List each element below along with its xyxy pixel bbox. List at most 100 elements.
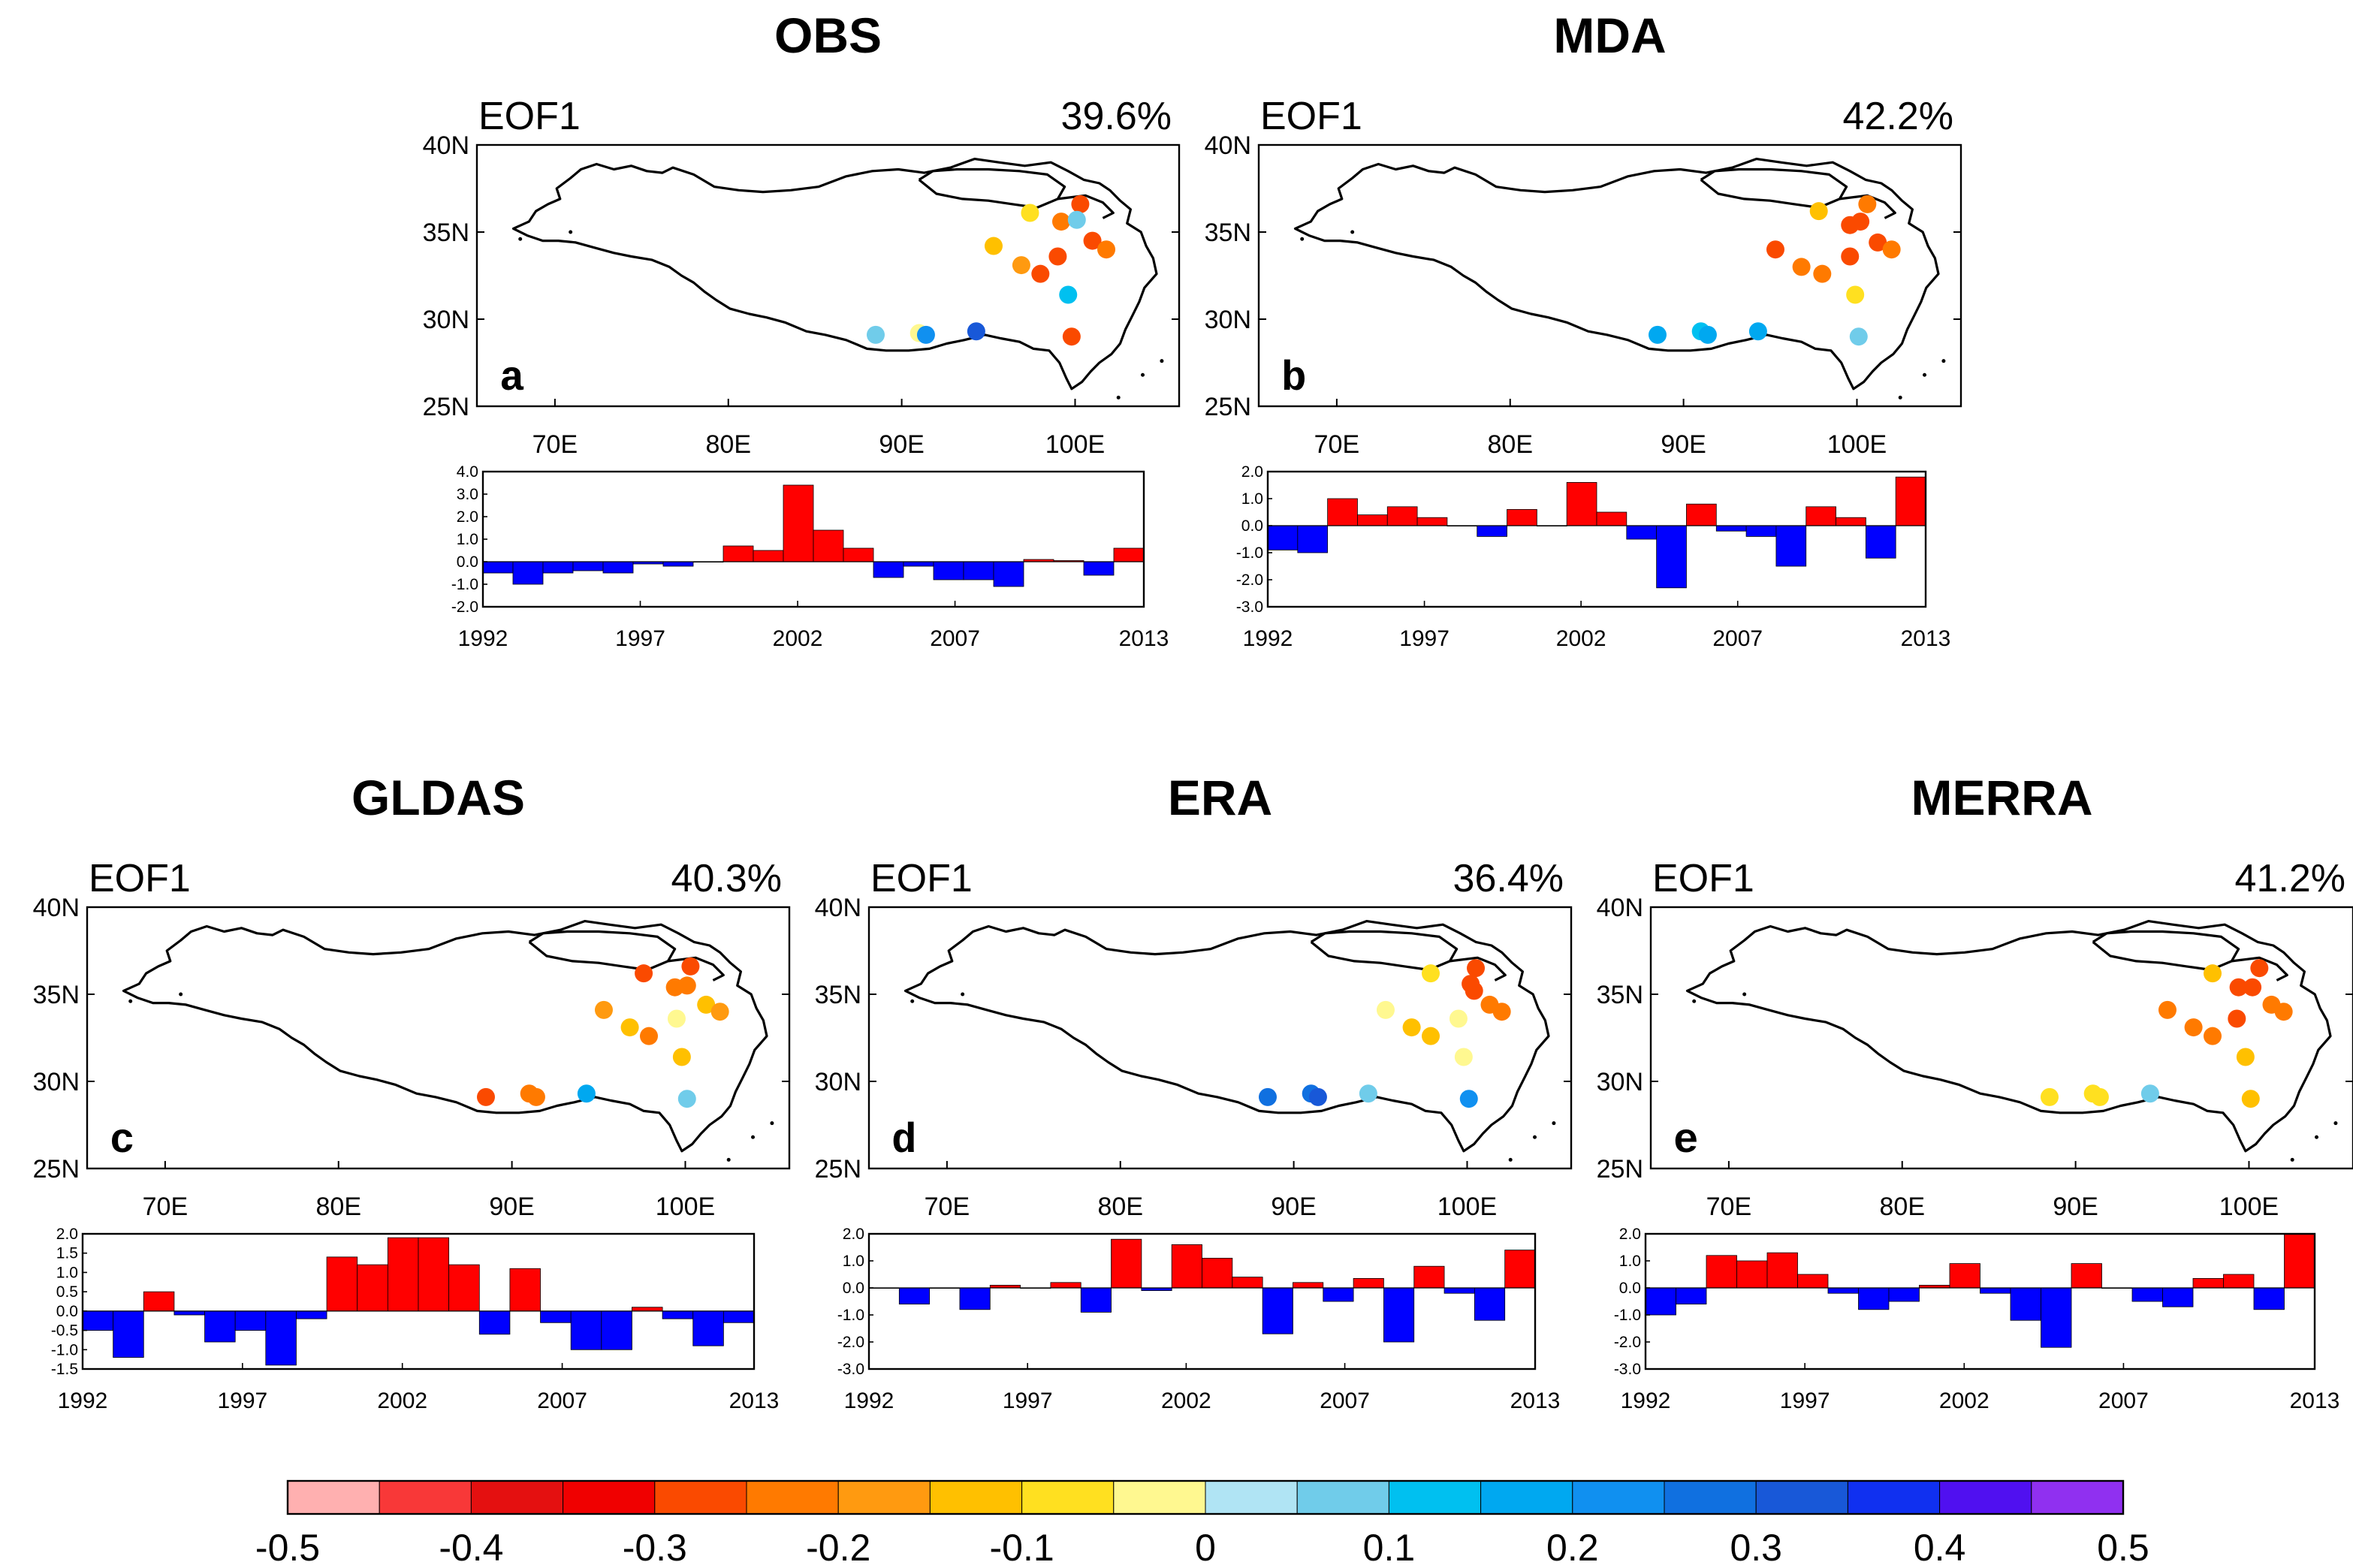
station-marker xyxy=(710,1003,729,1021)
panel-e: MERRA EOF1 41.2% 40N 35N 30N 25N 70E 80E 90E 100E e… xyxy=(1597,770,2353,1413)
station-marker xyxy=(2090,1087,2109,1106)
bar-2013 xyxy=(2284,1233,2315,1289)
bar-2005 xyxy=(873,561,904,578)
ts-ytick-label: 1.0 xyxy=(1241,490,1263,508)
bar-2004 xyxy=(448,1264,480,1312)
panel-title: MDA xyxy=(1553,8,1666,63)
plateau-boundary xyxy=(1293,158,1940,390)
bar-2002 xyxy=(387,1237,419,1312)
station-marker xyxy=(866,325,885,344)
coast-dot xyxy=(910,999,915,1003)
colorbar-label: 0 xyxy=(1195,1527,1216,1568)
colorbar-swatch xyxy=(837,1480,931,1515)
station-marker xyxy=(594,1000,613,1019)
station-marker xyxy=(1359,1084,1377,1103)
bar-1995 xyxy=(959,1287,991,1310)
ts-xtick-label: 1997 xyxy=(615,626,665,651)
ts-ytick-label: -2.0 xyxy=(1236,571,1263,589)
bar-2005 xyxy=(1656,525,1687,589)
plateau-boundary xyxy=(511,158,1158,390)
station-marker xyxy=(2140,1084,2159,1103)
bar-2002 xyxy=(1566,481,1597,526)
station-marker xyxy=(2184,1018,2203,1037)
bar-1999 xyxy=(1858,1287,1890,1310)
colorbar-label: 0.4 xyxy=(1914,1527,1966,1568)
coast-dot xyxy=(770,1121,774,1126)
ts-xtick-label: 2007 xyxy=(1320,1389,1370,1413)
ts-xtick-label: 2013 xyxy=(2290,1389,2340,1413)
station-marker xyxy=(1459,1090,1478,1108)
colorbar-swatch xyxy=(746,1480,839,1515)
lat-tick-label: 30N xyxy=(33,1068,80,1096)
station-marker xyxy=(1422,964,1440,983)
ts-ytick-label: 2.0 xyxy=(1241,463,1263,481)
station-marker xyxy=(1846,285,1865,304)
lon-tick-label: 70E xyxy=(1314,430,1360,459)
station-marker xyxy=(1858,194,1877,213)
bar-1998 xyxy=(1050,1282,1081,1289)
ts-ytick-label: 0.0 xyxy=(1241,517,1263,535)
bar-2003 xyxy=(1596,511,1627,526)
bar-1997 xyxy=(1416,517,1448,526)
station-marker xyxy=(1376,1000,1395,1019)
bar-1993 xyxy=(512,561,544,585)
station-marker xyxy=(1869,233,1887,252)
ts-ytick-label: 1.0 xyxy=(457,531,478,548)
colorbar-label: -0.3 xyxy=(623,1527,687,1568)
bar-2013 xyxy=(1504,1250,1536,1289)
northeast-boundary xyxy=(1839,194,1896,219)
lon-tick-label: 90E xyxy=(879,430,925,459)
panel-a: OBS EOF1 39.6% 40N 35N 30N 25N 70E 80E 90E 100E a 4.… xyxy=(423,8,1181,651)
bar-1998 xyxy=(265,1310,297,1366)
bar-1992 xyxy=(82,1310,114,1331)
ts-xtick-label: 2007 xyxy=(537,1389,587,1413)
station-marker xyxy=(677,1090,696,1108)
lat-tick-label: 35N xyxy=(1205,219,1251,247)
ts-xtick-label: 1997 xyxy=(1780,1389,1830,1413)
colorbar-swatch xyxy=(1939,1480,2032,1515)
ts-xtick-label: 2013 xyxy=(1901,626,1951,651)
ts-ytick-label: 1.5 xyxy=(56,1245,78,1262)
bar-2005 xyxy=(1262,1287,1293,1334)
bar-2004 xyxy=(2010,1287,2041,1321)
bar-2011 xyxy=(1443,1287,1475,1294)
lon-tick-label: 80E xyxy=(1488,430,1534,459)
coast-dot xyxy=(751,1135,756,1139)
bar-1996 xyxy=(204,1310,236,1343)
ts-ytick-label: -2.0 xyxy=(1614,1334,1641,1351)
ts-ytick-label: -1.0 xyxy=(51,1341,78,1358)
bar-2006 xyxy=(1686,503,1717,526)
ts-ytick-label: -3.0 xyxy=(1614,1361,1641,1378)
bar-2001 xyxy=(357,1264,388,1312)
panel-title: ERA xyxy=(1168,770,1272,825)
station-marker xyxy=(1465,982,1483,1000)
station-marker xyxy=(1059,285,1078,304)
colorbar-label: 0.3 xyxy=(1730,1527,1782,1568)
ts-xtick-label: 2007 xyxy=(2098,1389,2149,1413)
ts-ytick-label: 1.0 xyxy=(843,1253,864,1270)
bar-2010 xyxy=(632,1307,663,1312)
bar-2004 xyxy=(843,547,874,562)
coast-dot xyxy=(569,230,573,234)
station-marker xyxy=(1467,959,1486,978)
qaidam-basin-boundary xyxy=(1310,930,1459,972)
map-area: 40N 35N 30N 25N 70E 80E 90E 100E a xyxy=(423,131,1181,459)
ts-ytick-label: -1.0 xyxy=(837,1307,864,1324)
panel-d: ERA EOF1 36.4% 40N 35N 30N 25N 70E 80E 90E 100E d 2.… xyxy=(815,770,1573,1413)
colorbar-label: 0.2 xyxy=(1546,1527,1599,1568)
colorbar-swatch xyxy=(470,1480,564,1515)
lat-tick-label: 40N xyxy=(1205,131,1251,160)
ts-xtick-label: 2007 xyxy=(1712,626,1763,651)
bar-1993 xyxy=(1676,1287,1707,1305)
bar-2004 xyxy=(1626,525,1658,540)
bar-2013 xyxy=(1113,547,1145,562)
ts-xtick-label: 2013 xyxy=(1510,1389,1561,1413)
bar-1997 xyxy=(1797,1274,1829,1289)
station-marker xyxy=(1071,194,1090,213)
lat-tick-label: 35N xyxy=(1597,981,1643,1009)
lat-tick-label: 35N xyxy=(423,219,469,247)
station-marker xyxy=(1449,1009,1468,1028)
lon-tick-label: 100E xyxy=(1045,430,1105,459)
ts-ytick-label: -2.0 xyxy=(451,599,478,616)
ts-ytick-label: 3.0 xyxy=(457,486,478,503)
